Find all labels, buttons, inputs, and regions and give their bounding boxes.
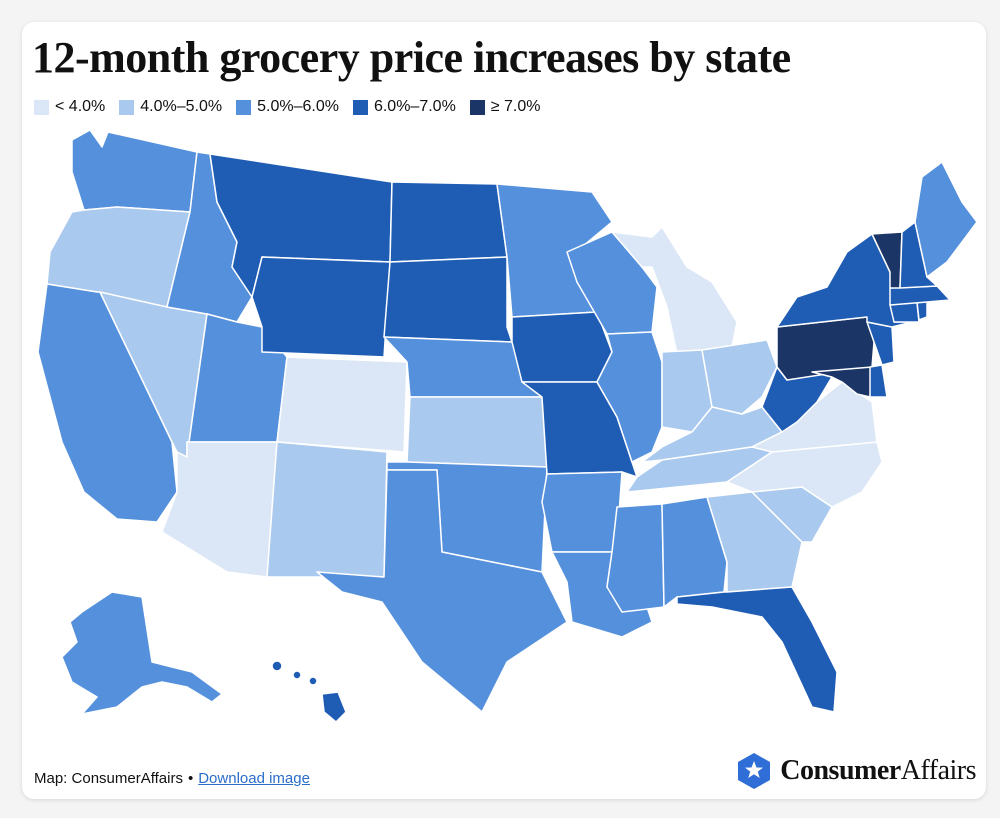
brand-name: ConsumerAffairs bbox=[780, 755, 976, 787]
state-michigan[interactable] bbox=[611, 226, 738, 355]
legend-swatch bbox=[34, 99, 49, 115]
legend-label: 5.0%–6.0% bbox=[257, 98, 339, 115]
us-choropleth-map bbox=[37, 129, 978, 723]
brand-name-bold: Consumer bbox=[780, 755, 901, 786]
state-new-mexico[interactable] bbox=[266, 441, 388, 578]
legend-item: ≥ 7.0% bbox=[469, 98, 541, 116]
map-credit: Map: ConsumerAffairs bbox=[34, 770, 183, 787]
state-florida[interactable] bbox=[676, 586, 838, 713]
map-footer: Map: ConsumerAffairs • Download image bbox=[34, 770, 310, 787]
state-illinois[interactable] bbox=[596, 331, 663, 463]
download-image-link[interactable]: Download image bbox=[198, 770, 310, 787]
star-badge-icon bbox=[738, 753, 771, 789]
state-vermont[interactable] bbox=[871, 231, 903, 289]
state-washington[interactable] bbox=[71, 129, 198, 213]
state-alaska[interactable] bbox=[61, 591, 223, 715]
state-mississippi[interactable] bbox=[606, 503, 665, 613]
map-card: 12-month grocery price increases by stat… bbox=[22, 22, 986, 799]
legend-item: < 4.0% bbox=[34, 98, 105, 116]
state-delaware[interactable] bbox=[869, 364, 888, 398]
page-title: 12-month grocery price increases by stat… bbox=[32, 33, 791, 82]
state-kansas[interactable] bbox=[406, 396, 548, 468]
brand-name-regular: Affairs bbox=[900, 755, 977, 786]
legend-swatch bbox=[236, 99, 252, 115]
state-arkansas[interactable] bbox=[541, 471, 623, 553]
state-iowa[interactable] bbox=[511, 311, 613, 383]
legend-swatch bbox=[469, 99, 485, 115]
legend-label: 4.0%–5.0% bbox=[140, 98, 223, 115]
legend-swatch bbox=[119, 99, 135, 115]
legend-label: < 4.0% bbox=[55, 98, 106, 115]
state-south-dakota[interactable] bbox=[383, 256, 513, 343]
state-north-dakota[interactable] bbox=[389, 181, 508, 263]
state-massachusetts[interactable] bbox=[889, 285, 951, 306]
state-new-hampshire[interactable] bbox=[899, 221, 938, 289]
legend-swatch bbox=[352, 99, 368, 115]
legend-item: 5.0%–6.0% bbox=[236, 98, 339, 116]
state-colorado[interactable] bbox=[276, 356, 408, 453]
state-rhode-island[interactable] bbox=[916, 301, 928, 321]
consumeraffairs-logo[interactable]: ConsumerAffairs bbox=[736, 752, 977, 790]
state-california[interactable] bbox=[37, 283, 178, 523]
footer-separator: • bbox=[187, 770, 194, 787]
state-wyoming[interactable] bbox=[251, 256, 391, 358]
state-maine[interactable] bbox=[914, 161, 978, 278]
state-texas[interactable] bbox=[316, 469, 568, 713]
legend-label: 6.0%–7.0% bbox=[373, 98, 456, 115]
legend-label: ≥ 7.0% bbox=[490, 98, 541, 115]
legend-item: 4.0%–5.0% bbox=[119, 98, 222, 116]
state-arizona[interactable] bbox=[161, 441, 278, 578]
state-hawaii[interactable] bbox=[271, 660, 347, 723]
legend-item: 6.0%–7.0% bbox=[352, 98, 456, 116]
legend: < 4.0% 4.0%–5.0% 5.0%–6.0% 6.0%–7.0% ≥ 7… bbox=[34, 98, 541, 116]
